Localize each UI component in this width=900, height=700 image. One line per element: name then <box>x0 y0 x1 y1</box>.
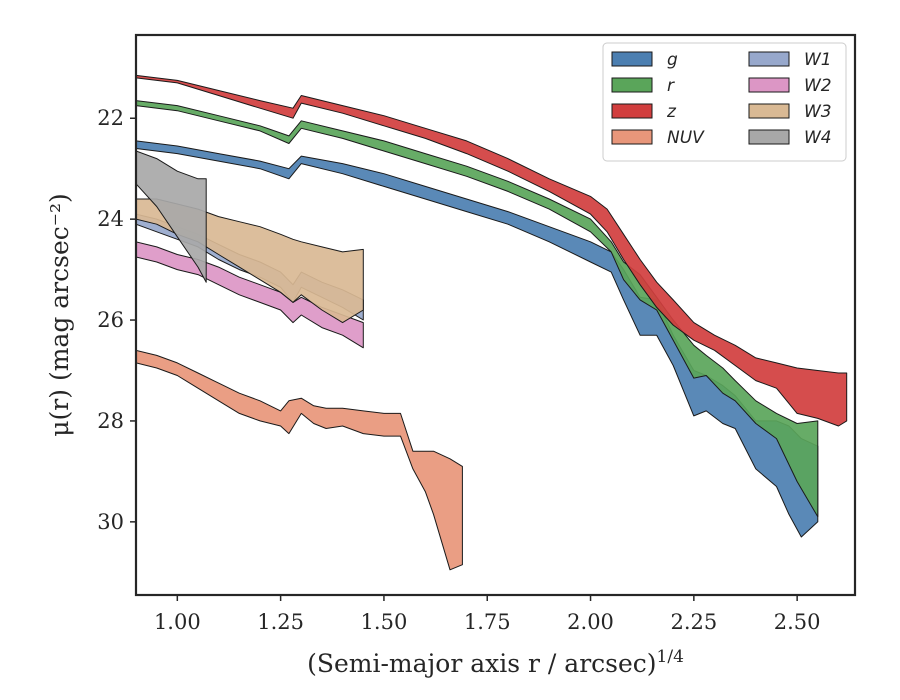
legend-swatch <box>748 129 790 145</box>
legend-entry-nuv: NUV <box>611 128 705 148</box>
axes-frame <box>134 33 857 597</box>
legend-entry-z: z <box>611 102 677 122</box>
legend-swatch <box>611 51 653 67</box>
band-r <box>136 100 819 518</box>
legend-swatch <box>611 103 653 119</box>
legend-swatch <box>611 129 653 145</box>
x-tick-label: 1.00 <box>154 610 201 634</box>
legend-label: W4 <box>804 128 832 148</box>
y-axis-label: μ(r) (mag arcsec⁻²) <box>45 193 74 436</box>
legend-entry-w2: W2 <box>748 76 832 96</box>
y-tick-label: 30 <box>97 510 124 534</box>
y-tick-label: 22 <box>97 106 124 130</box>
legend-entry-w3: W3 <box>748 102 832 122</box>
legend-swatch <box>748 103 790 119</box>
x-tick-label: 2.25 <box>670 610 717 634</box>
y-tick-label: 24 <box>97 207 124 231</box>
y-tick-label: 28 <box>97 409 124 433</box>
y-tick-label: 26 <box>97 308 124 332</box>
legend: grz NUV W1 W2 W3 W4 <box>602 42 847 162</box>
legend-label: r <box>667 76 675 96</box>
band-z <box>136 74 848 427</box>
legend-entry-w1: W1 <box>748 50 832 70</box>
plot-area <box>136 74 848 571</box>
x-tick-label: 1.50 <box>361 610 408 634</box>
legend-label: z <box>666 102 677 122</box>
band-w4 <box>136 150 207 283</box>
legend-entry-g: g <box>611 50 678 70</box>
legend-label: W1 <box>804 50 832 70</box>
x-tick-label: 2.50 <box>774 610 821 634</box>
band-nuv <box>136 349 463 571</box>
legend-label: g <box>667 50 678 70</box>
x-axis-label: (Semi-major axis r / arcsec)1/4 <box>307 647 684 678</box>
x-tick-label: 1.25 <box>257 610 304 634</box>
legend-label: NUV <box>667 128 705 148</box>
x-tick-label: 1.75 <box>464 610 511 634</box>
legend-label: W2 <box>804 76 832 96</box>
band-g <box>136 140 819 538</box>
legend-label: W3 <box>804 102 832 122</box>
legend-swatch <box>748 51 790 67</box>
x-tick-label: 2.00 <box>567 610 614 634</box>
legend-entry-r: r <box>611 76 675 96</box>
legend-entry-w4: W4 <box>748 128 832 148</box>
legend-swatch <box>748 77 790 93</box>
legend-swatch <box>611 77 653 93</box>
axis-ticks: 1.00 1.25 1.50 1.75 2.00 2.25 2.50 22 24 26 28 30 <box>97 106 820 634</box>
